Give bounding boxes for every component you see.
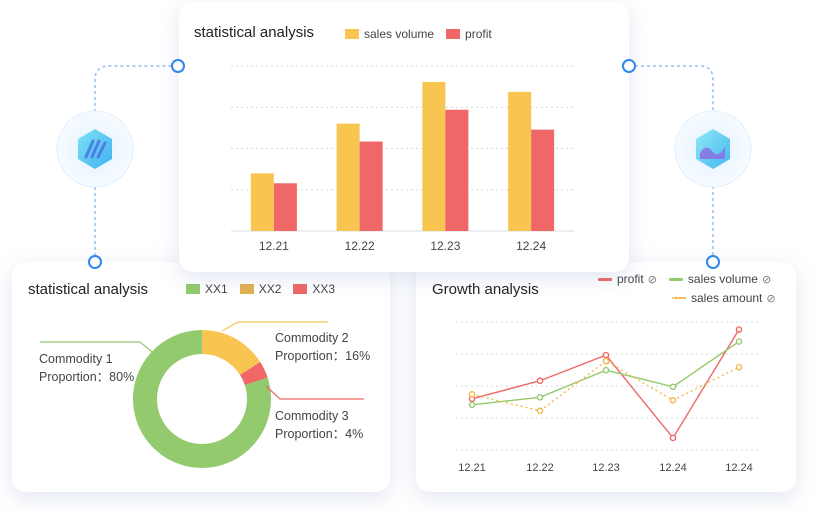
pie-label-proportion: Proportion：4% — [275, 427, 364, 441]
data-point-sales-volume — [468, 401, 476, 409]
legend-label: XX2 — [258, 282, 282, 296]
x-tick-label: 12.24 — [659, 462, 687, 474]
legend-label: sales amount — [691, 291, 763, 305]
line-chart-card: Growth analysis profit ⊘ sales volume ⊘ … — [416, 262, 796, 492]
legend-swatch — [239, 284, 254, 294]
line-chart-title: Growth analysis — [432, 281, 539, 298]
x-tick-label: 12.24 — [516, 239, 546, 253]
legend-item-xx3[interactable]: XX3 — [293, 282, 335, 296]
connector-node-left-top — [171, 59, 185, 73]
pie-label-proportion: Proportion：16% — [275, 349, 371, 363]
x-tick-label: 12.21 — [259, 239, 289, 253]
bar-sales-volume-12.22 — [336, 123, 360, 231]
leader-line-commodity-1 — [40, 341, 157, 356]
donut-chart-plot — [40, 321, 364, 468]
hexagon-stripes-icon — [56, 110, 134, 188]
leader-line-commodity-3 — [265, 385, 364, 400]
leader-line-commodity-2 — [221, 321, 328, 332]
bar-chart-plot: 12.21 12.22 12.23 12.24 — [231, 65, 574, 253]
donut-chart-title: statistical analysis — [28, 281, 149, 298]
x-tick-label: 12.22 — [526, 462, 554, 474]
pie-label-commodity-1: Commodity 1 Proportion：80% — [39, 350, 134, 386]
donut-slice-commodity-2 — [202, 330, 261, 375]
donut-slice-commodity-1 — [133, 330, 271, 468]
legend-label: sales volume — [687, 272, 758, 286]
donut-chart-card: statistical analysis XX1 XX2 XX3 Commodi… — [12, 262, 390, 492]
donut-slice-commodity-3 — [239, 362, 268, 386]
bar-profit-12.21 — [273, 183, 297, 231]
legend-label: XX3 — [312, 282, 336, 296]
legend-label: profit — [465, 27, 492, 41]
eye-off-icon[interactable]: ⊘ — [647, 273, 657, 286]
series-line-profit — [471, 329, 740, 440]
bar-chart-legend: sales volume profit — [345, 27, 504, 41]
hexagon-wave-icon — [674, 110, 752, 188]
connector-node-left-bottom — [88, 255, 102, 269]
bar-chart-card: statistical analysis sales volume profit… — [179, 2, 629, 272]
line-chart-legend-row1: profit ⊘ sales volume ⊘ — [598, 272, 783, 286]
legend-swatch — [446, 29, 461, 39]
line-chart-plot: 12.21 12.22 12.23 12.24 12.24 — [456, 321, 758, 474]
bar-sales-volume-12.21 — [250, 173, 274, 231]
data-point-profit — [536, 377, 544, 385]
legend-label: sales volume — [364, 27, 435, 41]
data-point-sales-amount — [669, 397, 677, 404]
legend-swatch — [598, 277, 612, 281]
x-tick-label: 12.23 — [592, 462, 620, 474]
legend-swatch — [345, 29, 359, 39]
donut-chart-legend: XX1 XX2 XX3 — [186, 282, 347, 296]
pie-label-proportion: Proportion：80% — [39, 370, 135, 384]
bar-sales-volume-12.23 — [422, 81, 446, 231]
data-point-sales-volume — [602, 366, 610, 374]
bar-profit-12.22 — [359, 141, 383, 231]
bar-chart-title: statistical analysis — [194, 24, 315, 41]
x-tick-label: 12.24 — [725, 462, 753, 474]
legend-item-sales-volume[interactable]: sales volume ⊘ — [668, 272, 772, 286]
line-chart-legend-row2: sales amount ⊘ — [672, 291, 788, 305]
pie-label-commodity-2: Commodity 2 Proportion：16% — [275, 329, 370, 365]
data-point-sales-volume — [735, 338, 743, 345]
x-tick-label: 12.22 — [345, 239, 375, 253]
legend-item-sales-volume[interactable]: sales volume — [345, 27, 434, 41]
legend-item-sales-amount[interactable]: sales amount ⊘ — [672, 291, 776, 305]
legend-swatch — [293, 284, 308, 294]
data-point-sales-volume — [669, 383, 677, 391]
legend-item-profit[interactable]: profit — [446, 27, 492, 41]
pie-label-name: Commodity 1 — [39, 352, 113, 366]
legend-swatch — [672, 297, 686, 299]
connector-node-right-top — [622, 59, 636, 73]
data-point-sales-amount — [468, 390, 476, 398]
legend-label: profit — [617, 272, 644, 286]
data-point-sales-volume — [536, 393, 544, 401]
legend-item-xx2[interactable]: XX2 — [239, 282, 282, 296]
legend-swatch — [668, 277, 683, 281]
connector-node-right-bottom — [706, 255, 720, 269]
bar-profit-12.23 — [445, 109, 469, 231]
data-point-sales-amount — [536, 407, 544, 415]
pie-label-name: Commodity 3 — [275, 409, 349, 423]
data-point-profit — [669, 434, 677, 442]
series-line-sales-amount — [471, 360, 740, 412]
data-point-sales-amount — [602, 357, 610, 365]
pie-label-name: Commodity 2 — [275, 331, 349, 345]
x-tick-label: 12.21 — [458, 462, 486, 474]
legend-item-profit[interactable]: profit ⊘ — [598, 272, 657, 286]
legend-label: XX1 — [205, 282, 228, 296]
x-tick-label: 12.23 — [430, 239, 460, 253]
data-point-profit — [602, 351, 610, 359]
data-point-sales-amount — [735, 363, 743, 371]
eye-off-icon[interactable]: ⊘ — [761, 273, 772, 286]
legend-swatch — [186, 284, 200, 294]
bar-profit-12.24 — [531, 129, 555, 231]
data-point-profit — [735, 326, 743, 333]
pie-label-commodity-3: Commodity 3 Proportion：4% — [275, 407, 363, 443]
bar-sales-volume-12.24 — [508, 91, 532, 231]
legend-item-xx1[interactable]: XX1 — [186, 282, 228, 296]
eye-off-icon[interactable]: ⊘ — [766, 292, 776, 305]
